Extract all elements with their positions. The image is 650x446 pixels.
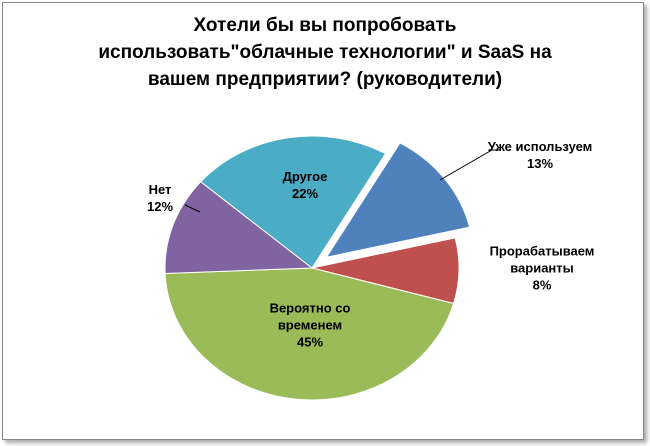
value-label: 45% (296, 334, 324, 350)
data-label: Вероятно со временем 45% (255, 300, 365, 351)
category-label: Другое (282, 169, 328, 184)
chart-title: Хотели бы вы попробовать использовать"об… (98, 15, 552, 90)
value-label: 12% (146, 199, 174, 214)
category-label: Вероятно со временем (269, 300, 351, 333)
pie-slice (164, 267, 455, 401)
category-label: Уже используем (487, 139, 593, 154)
data-label: Другое 22% (245, 168, 365, 202)
data-label: Уже используем 13% (480, 138, 600, 172)
category-label: Прорабатываем варианты (489, 243, 595, 276)
pie-slice (325, 142, 471, 259)
data-label: Прорабатываем варианты 8% (482, 243, 602, 294)
category-label: Нет (148, 182, 172, 197)
pie-slice (164, 181, 314, 275)
leader-line (184, 204, 201, 213)
leader-line (439, 149, 500, 181)
value-label: 8% (532, 277, 552, 293)
value-label: 13% (526, 156, 554, 171)
pie-slice (199, 135, 387, 269)
value-label: 22% (291, 186, 319, 201)
data-label: Нет 12% (100, 181, 220, 215)
